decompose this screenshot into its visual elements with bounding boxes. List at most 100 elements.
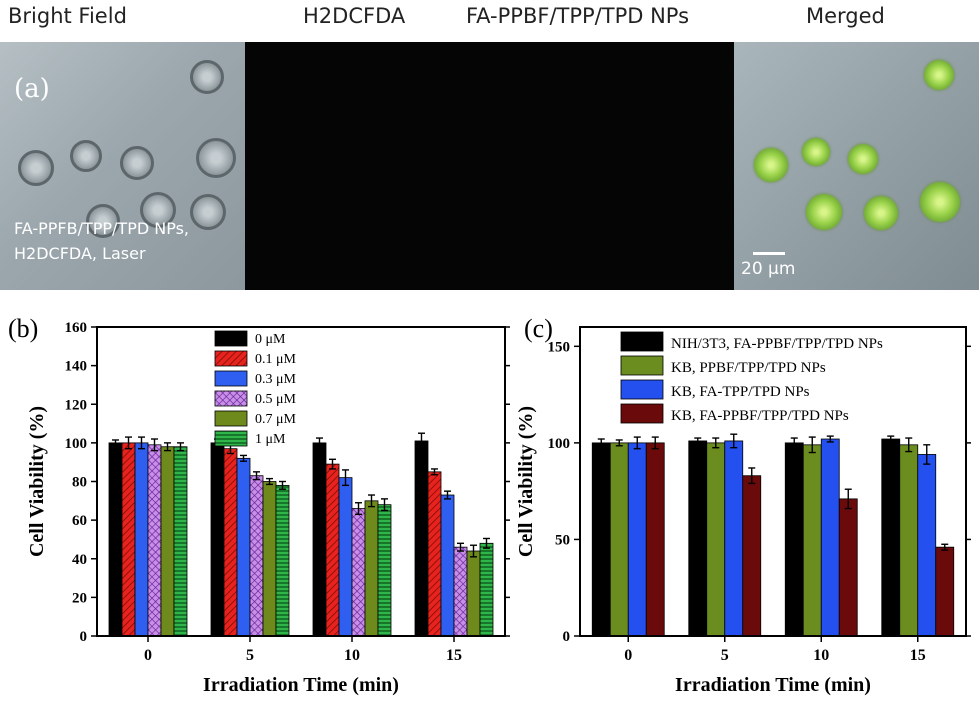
y-tick-label: 100 [548, 436, 571, 452]
bar [453, 546, 468, 637]
cell [196, 138, 236, 178]
bar [414, 440, 429, 637]
x-tick-label: 15 [910, 647, 926, 664]
legend-swatch [620, 331, 664, 352]
bar [688, 440, 708, 637]
bar [364, 500, 379, 637]
legend-label: 1 μM [255, 432, 286, 447]
bright-field-image: (a) FA-PPFB/TPP/TPD NPs, H2DCFDA, Laser [0, 42, 245, 290]
bar [591, 442, 611, 637]
bar [223, 448, 238, 637]
legend-label: 0.3 μM [255, 372, 297, 387]
bar [899, 444, 919, 637]
bar [249, 475, 264, 637]
scale-bar-label: 20 µm [741, 259, 796, 279]
cell [806, 194, 842, 230]
cell [140, 192, 176, 228]
y-tick-label: 80 [72, 475, 87, 491]
charts-svg: (b) 0 20 40 60 80 100 120 140 160 0 5 10 15 Irradiatio… [8, 314, 971, 696]
panel-label: (c) [524, 314, 553, 343]
bar [377, 504, 392, 637]
bar [325, 463, 340, 637]
bar [262, 481, 277, 637]
plot-frame [96, 326, 506, 637]
bar [275, 484, 290, 637]
cell [70, 140, 102, 172]
bar [236, 457, 251, 637]
merged-image: 20 µm [734, 42, 979, 290]
y-tick-label: 140 [65, 359, 88, 375]
bar [134, 442, 149, 637]
scale-bar [753, 252, 785, 255]
cell [924, 60, 954, 90]
y-tick-label: 20 [72, 590, 87, 606]
cell [848, 144, 878, 174]
cell [754, 148, 788, 182]
legend-label: 0.1 μM [255, 352, 297, 367]
y-tick-label: 40 [72, 552, 87, 568]
legend-swatch [214, 410, 248, 427]
cell [18, 150, 54, 186]
y-tick-label: 160 [65, 320, 88, 336]
legend-swatch [620, 403, 664, 424]
y-tick-label: 0 [563, 629, 571, 645]
header-bright-field: Bright Field [8, 4, 127, 28]
bar [838, 498, 858, 637]
y-tick-label: 150 [548, 339, 571, 355]
bar [338, 477, 353, 637]
y-tick-label: 0 [80, 629, 88, 645]
bar [645, 442, 665, 637]
y-tick-label: 120 [65, 397, 88, 413]
bar [160, 446, 175, 637]
header-h2dcfda: H2DCFDA [303, 4, 406, 28]
bar [173, 446, 188, 637]
legend-swatch [214, 370, 248, 387]
y-tick-label: 100 [65, 436, 88, 452]
bar [108, 442, 123, 637]
cell [86, 204, 120, 238]
bar [147, 444, 162, 637]
fa-nps-image [491, 42, 734, 290]
legend-swatch [214, 350, 248, 367]
bar [917, 454, 937, 637]
bar [479, 542, 494, 637]
cell [190, 194, 226, 230]
cell [864, 196, 898, 230]
bar [466, 550, 481, 637]
y-tick-label: 50 [555, 532, 570, 548]
cell [190, 60, 224, 94]
legend-label: KB, FA-PPBF/TPP/TPD NPs [671, 408, 849, 424]
bar [820, 438, 840, 637]
header-merged: Merged [806, 4, 885, 28]
x-axis-title: Irradiation Time (min) [675, 674, 871, 696]
x-tick-label: 5 [721, 647, 729, 664]
plot-frame [579, 326, 967, 637]
legend-label: 0 μM [255, 332, 286, 347]
legend-label: KB, FA-TPP/TPD NPs [671, 384, 810, 400]
y-tick-label: 60 [72, 513, 87, 529]
x-tick-label: 15 [446, 647, 462, 664]
bar [427, 471, 442, 637]
bar [312, 442, 327, 637]
bar [881, 438, 901, 637]
bar [802, 444, 822, 637]
legend-swatch [620, 379, 664, 400]
overlay-line-1: FA-PPFB/TPP/TPD NPs, [14, 219, 190, 238]
x-tick-label: 0 [624, 647, 632, 664]
cell [120, 146, 154, 180]
h2dcfda-image [245, 42, 491, 290]
legend-swatch [214, 390, 248, 407]
bar [440, 494, 455, 637]
y-axis-title: Cell Viability (%) [26, 406, 48, 557]
legend-label: 0.7 μM [255, 412, 297, 427]
panel-a-label: (a) [14, 74, 50, 104]
x-tick-label: 10 [813, 647, 829, 664]
overlay-line-2: H2DCFDA, Laser [14, 244, 146, 263]
panel-label: (b) [8, 314, 38, 343]
bar [742, 475, 762, 637]
legend-swatch [214, 330, 248, 347]
legend-label: 0.5 μM [255, 392, 297, 407]
bar [724, 440, 744, 637]
overlay-text: FA-PPFB/TPP/TPD NPs, H2DCFDA, Laser [14, 216, 189, 266]
cell [802, 138, 830, 166]
